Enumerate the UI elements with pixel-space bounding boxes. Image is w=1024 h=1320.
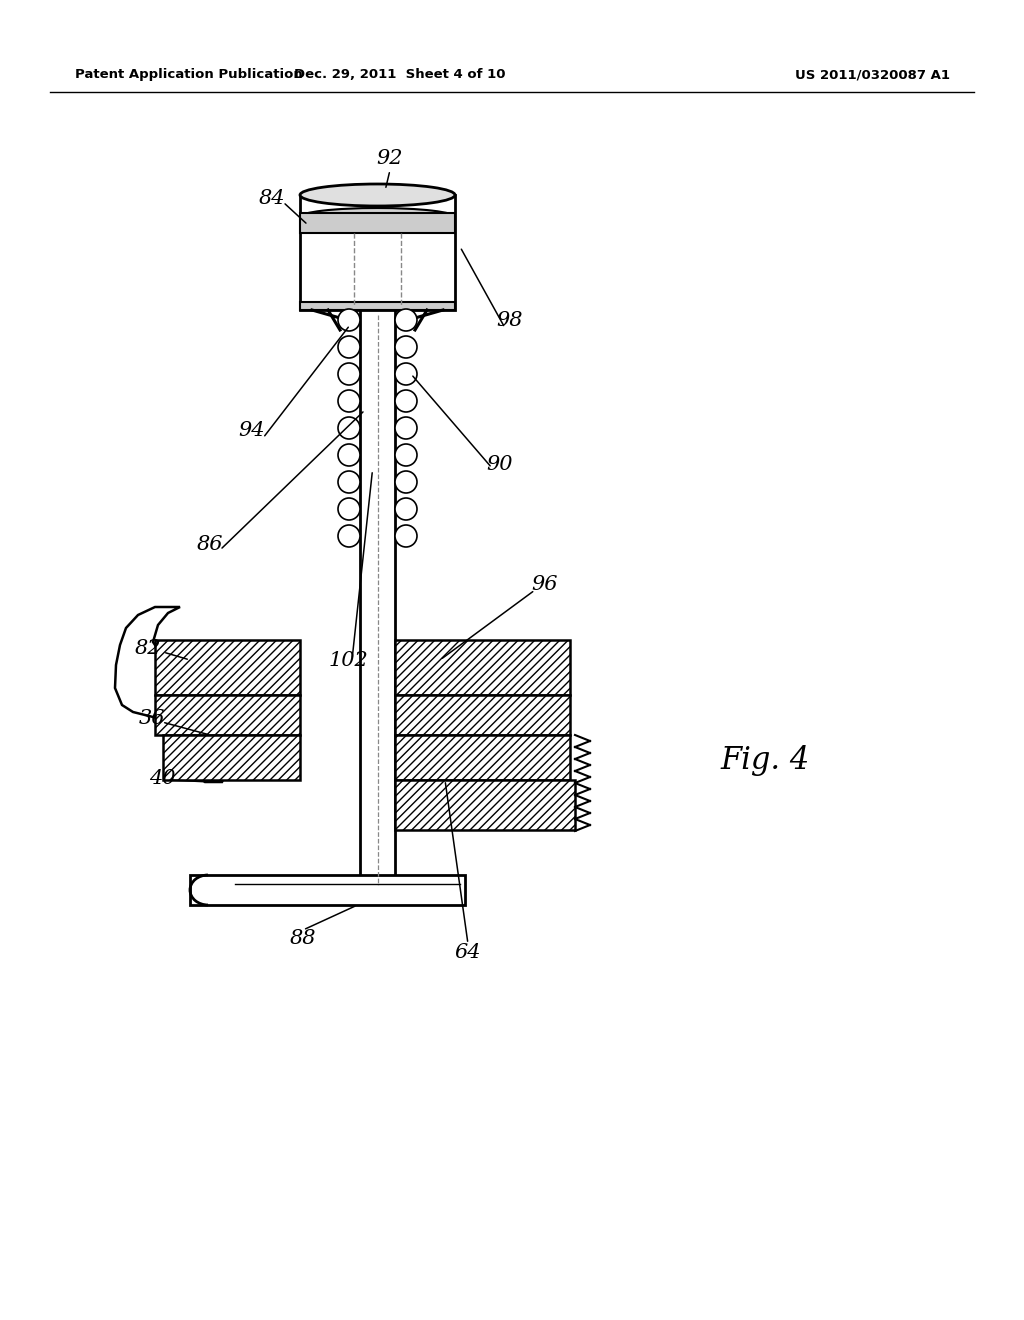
Bar — [360, 310, 395, 890]
Bar — [300, 302, 455, 310]
Circle shape — [395, 498, 417, 520]
Bar — [395, 735, 570, 780]
Text: 64: 64 — [455, 942, 481, 961]
Text: Patent Application Publication: Patent Application Publication — [75, 69, 303, 81]
Bar — [395, 780, 575, 830]
Bar — [155, 696, 300, 735]
Circle shape — [395, 363, 417, 385]
Bar — [163, 735, 300, 780]
Circle shape — [395, 444, 417, 466]
Bar — [190, 875, 465, 906]
Text: 102: 102 — [328, 651, 368, 669]
Circle shape — [338, 337, 360, 358]
Ellipse shape — [300, 183, 455, 206]
Text: 96: 96 — [531, 576, 558, 594]
Circle shape — [338, 417, 360, 440]
Text: 82: 82 — [135, 639, 161, 657]
Bar — [155, 640, 300, 696]
Text: 88: 88 — [290, 928, 316, 948]
Ellipse shape — [300, 209, 455, 226]
Polygon shape — [115, 607, 228, 781]
Text: 90: 90 — [486, 455, 513, 474]
Circle shape — [395, 471, 417, 492]
Bar — [300, 195, 455, 310]
Text: 94: 94 — [239, 421, 265, 440]
Text: 84: 84 — [259, 189, 286, 207]
Bar — [395, 640, 570, 696]
Circle shape — [338, 363, 360, 385]
Text: 36: 36 — [138, 709, 165, 727]
Bar — [395, 696, 570, 735]
Circle shape — [395, 417, 417, 440]
Text: Dec. 29, 2011  Sheet 4 of 10: Dec. 29, 2011 Sheet 4 of 10 — [294, 69, 506, 81]
Circle shape — [338, 444, 360, 466]
Text: 92: 92 — [377, 149, 403, 168]
Text: 86: 86 — [197, 536, 223, 554]
Circle shape — [338, 389, 360, 412]
Circle shape — [338, 309, 360, 331]
Circle shape — [338, 471, 360, 492]
Text: 98: 98 — [497, 310, 523, 330]
Circle shape — [395, 337, 417, 358]
Circle shape — [395, 309, 417, 331]
Circle shape — [395, 525, 417, 546]
Bar — [300, 213, 455, 234]
Text: US 2011/0320087 A1: US 2011/0320087 A1 — [795, 69, 950, 81]
Circle shape — [395, 389, 417, 412]
Text: 40: 40 — [148, 768, 175, 788]
Circle shape — [338, 498, 360, 520]
Text: Fig. 4: Fig. 4 — [720, 744, 809, 776]
Circle shape — [338, 525, 360, 546]
